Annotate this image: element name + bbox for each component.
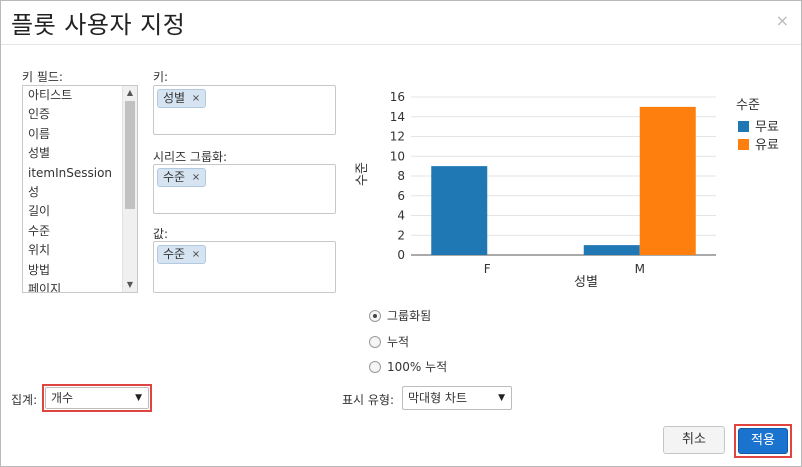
series-group-label: 시리즈 그룹화: xyxy=(153,150,228,164)
y-tick-label: 6 xyxy=(397,189,405,203)
key-field-item[interactable]: 성 xyxy=(28,184,40,199)
remove-chip-icon[interactable]: × xyxy=(191,93,201,104)
aggregation-select[interactable]: 개수 ▼ xyxy=(45,387,149,409)
key-field-item[interactable]: 수준 xyxy=(28,223,51,238)
bar-M-1 xyxy=(639,106,696,255)
apply-button[interactable]: 적용 xyxy=(738,428,788,454)
radio-label: 누적 xyxy=(387,335,410,349)
legend-swatch xyxy=(738,139,749,150)
chip-label: 수준 xyxy=(163,170,186,184)
display-type-value: 막대형 차트 xyxy=(408,391,468,405)
remove-chip-icon[interactable]: × xyxy=(191,172,201,183)
series-group-dropzone[interactable]: 수준 × xyxy=(153,164,336,214)
legend-label: 유료 xyxy=(755,138,779,153)
radio-label: 그룹화됨 xyxy=(387,309,432,323)
aggregation-value: 개수 xyxy=(51,391,74,405)
y-tick-label: 14 xyxy=(390,110,405,124)
key-field-item[interactable]: 위치 xyxy=(28,243,51,258)
radio-button[interactable] xyxy=(369,361,381,373)
key-field-item[interactable]: 방법 xyxy=(28,262,51,277)
values-dropzone[interactable]: 수준 × xyxy=(153,241,336,293)
key-fields-label: 키 필드: xyxy=(22,70,63,84)
keys-dropzone[interactable]: 성별 × xyxy=(153,85,336,135)
key-field-item[interactable]: 페이지 xyxy=(28,281,62,293)
y-tick-label: 2 xyxy=(397,228,405,242)
values-label: 값: xyxy=(153,227,169,241)
key-field-item[interactable]: 아티스트 xyxy=(28,88,73,102)
key-field-item[interactable]: 성별 xyxy=(28,146,51,161)
x-tick-label: M xyxy=(635,262,645,276)
close-icon[interactable]: × xyxy=(775,11,789,30)
scroll-thumb[interactable] xyxy=(125,101,135,209)
chevron-down-icon: ▼ xyxy=(498,393,505,403)
remove-chip-icon[interactable]: × xyxy=(191,249,201,260)
cancel-button[interactable]: 취소 xyxy=(663,426,725,454)
y-tick-label: 12 xyxy=(390,130,405,144)
scroll-down-icon[interactable]: ▼ xyxy=(126,280,134,289)
apply-highlight xyxy=(734,424,792,458)
key-field-item[interactable]: itemInSession xyxy=(28,165,113,180)
y-axis-label: 수준 xyxy=(355,162,370,186)
display-mode-option[interactable]: 그룹화됨 xyxy=(369,307,431,323)
display-mode-option[interactable]: 누적 xyxy=(369,333,409,349)
chip-label: 수준 xyxy=(163,247,186,261)
listbox-scrollbar[interactable]: ▲ ▼ xyxy=(122,86,137,292)
x-axis-label: 성별 xyxy=(574,275,598,290)
key-field-item[interactable]: 인증 xyxy=(28,107,51,122)
key-chip-gender[interactable]: 성별 × xyxy=(157,89,207,108)
y-tick-label: 16 xyxy=(390,90,405,104)
bar-M-0 xyxy=(583,245,640,255)
y-tick-label: 8 xyxy=(397,169,405,183)
display-mode-option[interactable]: 100% 누적 xyxy=(369,358,447,374)
legend-label: 무료 xyxy=(755,120,779,135)
y-tick-label: 10 xyxy=(390,149,405,163)
bar-F-0 xyxy=(431,166,488,255)
legend-swatch xyxy=(738,121,749,132)
chart-y-ticks: 0 2 4 6 8 10 12 14 16 xyxy=(390,90,405,262)
radio-button[interactable] xyxy=(369,310,381,322)
key-field-item[interactable]: 길이 xyxy=(28,204,51,219)
key-field-item[interactable]: 이름 xyxy=(28,126,51,141)
chart-bars xyxy=(431,106,696,255)
series-chip-level[interactable]: 수준 × xyxy=(157,168,207,187)
radio-label: 100% 누적 xyxy=(387,360,448,374)
chip-label: 성별 xyxy=(163,91,186,105)
y-tick-label: 0 xyxy=(397,248,405,262)
radio-button[interactable] xyxy=(369,336,381,348)
scroll-up-icon[interactable]: ▲ xyxy=(126,88,134,97)
display-type-select[interactable]: 막대형 차트 ▼ xyxy=(402,386,512,410)
chevron-down-icon: ▼ xyxy=(135,393,142,403)
y-tick-label: 4 xyxy=(397,209,405,223)
x-tick-label: F xyxy=(484,262,491,276)
legend-title: 수준 xyxy=(736,98,760,113)
display-type-label: 표시 유형: xyxy=(342,393,395,407)
dialog-title: 플롯 사용자 지정 xyxy=(11,11,186,39)
dialog-header: 플롯 사용자 지정 × xyxy=(1,1,801,45)
aggregation-highlight xyxy=(42,384,152,412)
value-chip-level[interactable]: 수준 × xyxy=(157,245,207,264)
keys-label: 키: xyxy=(153,70,169,84)
aggregation-label: 집계: xyxy=(11,393,38,407)
